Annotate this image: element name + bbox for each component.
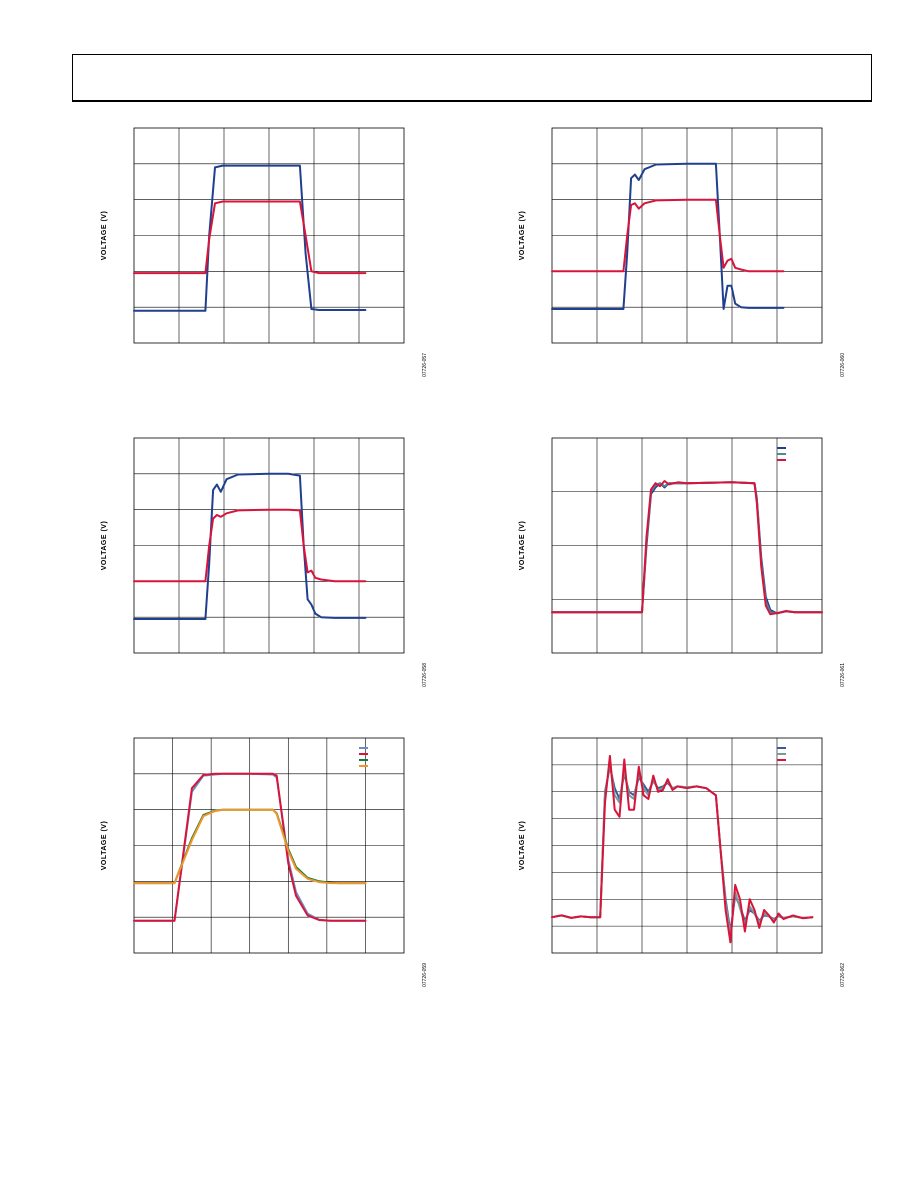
series-line-3 bbox=[551, 480, 823, 616]
y-axis-label: VOLTAGE (V) bbox=[101, 211, 108, 261]
series-line-4 bbox=[133, 808, 367, 885]
chart-panel-6: VOLTAGE (V) 07726-062 bbox=[508, 730, 858, 1000]
y-axis-label: VOLTAGE (V) bbox=[519, 211, 526, 261]
chart-panel-3: VOLTAGE (V) 07726-058 bbox=[90, 430, 440, 700]
figure-id: 07726-059 bbox=[422, 963, 428, 987]
y-axis-label: VOLTAGE (V) bbox=[519, 521, 526, 571]
page-header-box bbox=[72, 54, 872, 102]
chart-svg: VOLTAGE (V) 07726-057 bbox=[101, 127, 428, 377]
figure-id: 07726-061 bbox=[840, 663, 846, 687]
chart-svg: VOLTAGE (V) 07726-062 bbox=[519, 737, 846, 987]
chart-panel-2: VOLTAGE (V) 07726-060 bbox=[508, 120, 858, 390]
y-axis-label: VOLTAGE (V) bbox=[101, 521, 108, 571]
series-line-2 bbox=[133, 772, 367, 922]
figure-id: 07726-060 bbox=[840, 353, 846, 377]
series-line-1 bbox=[133, 472, 367, 620]
chart-svg: VOLTAGE (V) 07726-061 bbox=[519, 437, 846, 687]
chart-svg: VOLTAGE (V) 07726-060 bbox=[519, 127, 846, 377]
series-line-2 bbox=[133, 508, 367, 583]
chart-panel-1: VOLTAGE (V) 07726-057 bbox=[90, 120, 440, 390]
series-line-2 bbox=[551, 198, 785, 273]
series-line-2 bbox=[133, 200, 367, 275]
series-line-1 bbox=[551, 162, 785, 310]
chart-svg: VOLTAGE (V) 07726-059 bbox=[101, 737, 428, 987]
series-line-1 bbox=[551, 765, 814, 933]
series-line-3 bbox=[551, 754, 814, 944]
chart-svg: VOLTAGE (V) 07726-058 bbox=[101, 437, 428, 687]
chart-panel-5: VOLTAGE (V) 07726-059 bbox=[90, 730, 440, 1000]
series-line-2 bbox=[551, 762, 814, 937]
y-axis-label: VOLTAGE (V) bbox=[101, 821, 108, 871]
y-axis-label: VOLTAGE (V) bbox=[519, 821, 526, 871]
figure-id: 07726-058 bbox=[422, 663, 428, 687]
series-line-1 bbox=[133, 164, 367, 312]
figure-id: 07726-062 bbox=[840, 963, 846, 987]
figure-id: 07726-057 bbox=[422, 353, 428, 377]
chart-panel-4: VOLTAGE (V) 07726-061 bbox=[508, 430, 858, 700]
